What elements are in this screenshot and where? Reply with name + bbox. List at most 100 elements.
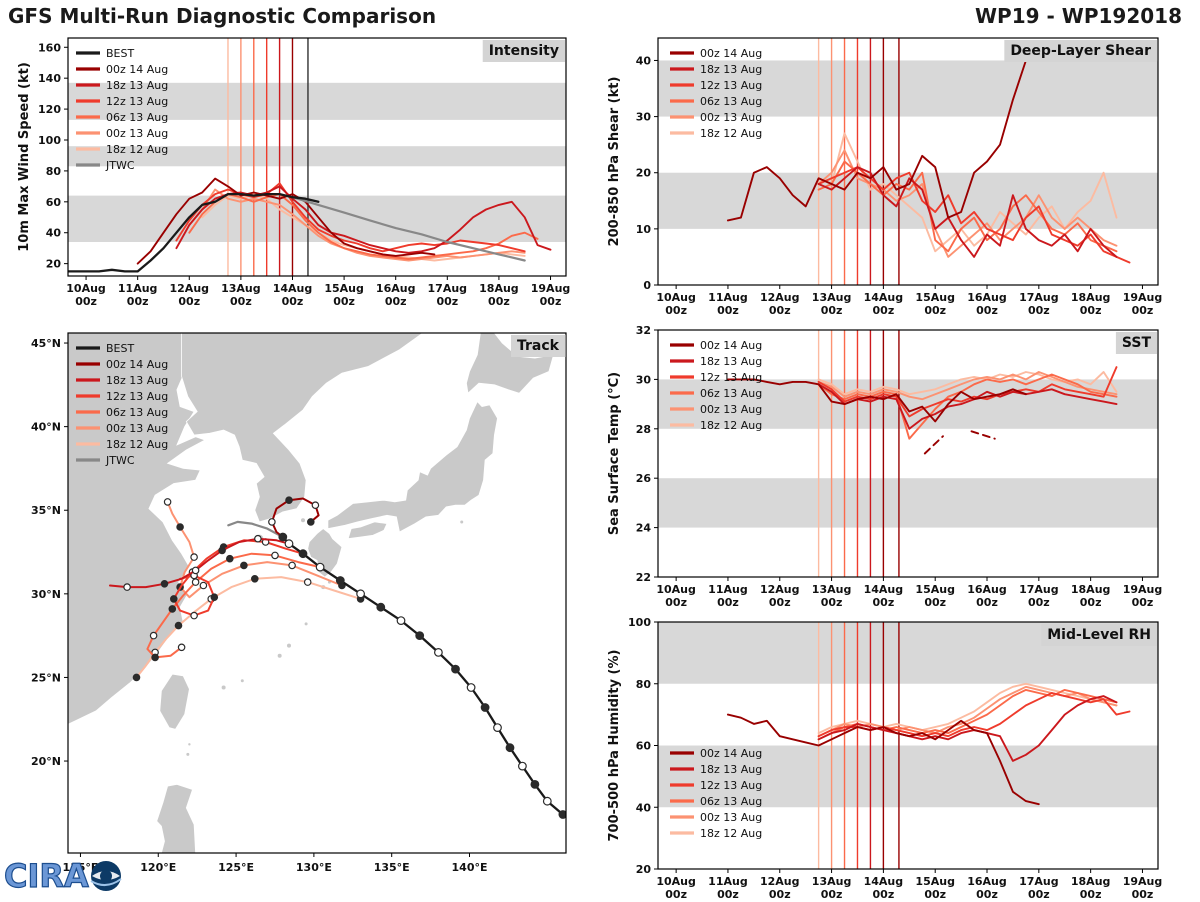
xtick-day: 10Aug [656,875,696,888]
xtick-hour: 00z [436,295,458,308]
xtick-day: 19Aug [1123,291,1163,304]
island [304,622,308,626]
track-fix-marker [177,643,186,652]
track-fix-marker [226,554,234,563]
xtick-day: 11Aug [708,875,748,888]
panel-title: Track [517,338,560,354]
track-fix-marker [163,498,172,506]
lat-tick-label: 20°N [31,755,61,768]
shaded-band [68,146,566,167]
landmass [181,333,424,523]
shaded-band [658,379,1158,429]
ytick-label: 22 [636,571,651,584]
track-fix-marker [505,743,515,753]
ytick-label: 140 [38,72,61,85]
track-fix-marker [306,518,315,526]
lat-tick-label: 45°N [31,337,61,350]
series-00z-14-aug [726,378,1027,423]
xtick-hour: 00z [665,888,687,900]
legend-label: 00z 13 Aug [700,111,762,124]
xtick-day: 14Aug [864,875,904,888]
xtick-hour: 00z [976,596,998,609]
legend-label: 18z 12 Aug [106,143,168,156]
xtick-hour: 00z [665,596,687,609]
xtick-day: 13Aug [221,282,261,295]
series-18z-12-aug [817,371,1118,396]
legend-label: JTWC [105,454,135,467]
track-fix-marker [240,561,248,570]
track-fix-marker [251,574,259,583]
legend-label: 00z 14 Aug [106,358,168,371]
panel-shear: 01020304010Aug00z11Aug00z12Aug00z13Aug00… [607,37,1163,317]
xtick-day: 11Aug [708,291,748,304]
xtick-day: 14Aug [273,282,313,295]
xtick-hour: 00z [282,295,304,308]
lon-tick-label: 130°E [296,861,332,874]
xtick-day: 11Aug [708,583,748,596]
legend-label: 18z 13 Aug [700,355,762,368]
track-fix-marker [268,518,276,526]
ytick-label: 26 [636,472,652,485]
legend-label: 18z 12 Aug [700,419,762,432]
series-18z-13-aug [175,185,552,254]
legend-label: 06z 13 Aug [106,406,168,419]
legend-label: 00z 13 Aug [106,422,168,435]
y-axis-label: Sea Surface Temp (°C) [607,372,622,535]
track-fix-marker [123,583,131,591]
cira-logo-text: CIRA [4,857,89,895]
legend-label: 18z 13 Aug [700,763,762,776]
xtick-hour: 00z [1080,888,1102,900]
track-fix-marker [190,553,198,561]
xtick-day: 15Aug [324,282,364,295]
legend-label: 00z 14 Aug [106,63,168,76]
xtick-day: 17Aug [1019,291,1059,304]
track-fix-marker [415,631,425,640]
shaded-band [68,82,566,120]
legend-label: 12z 13 Aug [106,95,168,108]
legend-label: 00z 14 Aug [700,47,762,60]
track-fix-marker [451,664,460,674]
legend-label: 18z 13 Aug [700,63,762,76]
track-fix-marker [558,810,566,819]
shaded-band [658,745,1158,808]
panel-border [67,332,567,854]
xtick-day: 18Aug [1071,875,1111,888]
xtick-day: 13Aug [812,583,852,596]
legend-label: 06z 13 Aug [700,95,762,108]
legend-label: JTWC [105,159,135,172]
xtick-hour: 00z [1028,304,1050,317]
panel-title: Deep-Layer Shear [1010,43,1151,59]
shaded-band [658,478,1158,528]
xtick-day: 14Aug [864,583,904,596]
panel-track: 115°E 120°E 125°E 130°E 135°E 140°E 20°N 25°N 30… [31,332,567,874]
island [286,643,291,648]
track-fix-marker [151,653,159,662]
xtick-day: 10Aug [66,282,106,295]
lon-tick-label: 115°E [62,861,98,874]
xtick-day: 19Aug [1123,875,1163,888]
xtick-day: 12Aug [760,291,800,304]
panel-border [657,329,1159,578]
y-axis-label: 200-850 hPa Shear (kt) [607,77,622,247]
track-fix-marker [160,579,169,588]
track-fix-marker [376,602,386,612]
island [277,653,282,658]
panel-rh: 2040608010010Aug00z11Aug00z12Aug00z13Aug… [607,616,1162,900]
track-fix-marker [518,761,527,771]
track-fix-marker [480,703,490,712]
ytick-label: 100 [628,616,651,629]
legend-label: 00z 13 Aug [700,811,762,824]
ytick-label: 20 [636,863,652,876]
xtick-hour: 00z [924,596,946,609]
xtick-day: 18Aug [479,282,519,295]
island [221,685,226,690]
legend-label: 12z 13 Aug [700,779,762,792]
island [188,743,191,746]
xtick-hour: 00z [1132,596,1154,609]
xtick-hour: 00z [333,295,355,308]
track-fix-marker [288,561,296,570]
ytick-label: 24 [636,522,652,535]
ytick-label: 20 [46,258,62,271]
track-fix-marker [285,496,293,505]
y-axis-label: 700-500 hPa Humidity (%) [607,650,622,842]
